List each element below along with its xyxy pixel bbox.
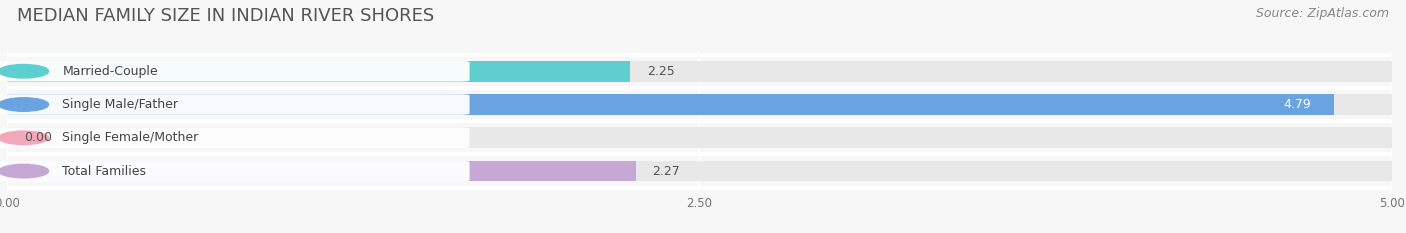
Text: Source: ZipAtlas.com: Source: ZipAtlas.com (1256, 7, 1389, 20)
Bar (7, 61, 1392, 82)
Bar (7, 127, 1392, 148)
Text: Single Female/Mother: Single Female/Mother (62, 131, 198, 144)
FancyBboxPatch shape (0, 94, 470, 115)
Bar (7, 61, 630, 82)
Text: Married-Couple: Married-Couple (62, 65, 157, 78)
FancyBboxPatch shape (0, 61, 470, 82)
Ellipse shape (0, 164, 49, 178)
Bar (7, 94, 1392, 115)
Ellipse shape (0, 98, 49, 111)
Text: 0.00: 0.00 (24, 131, 52, 144)
FancyBboxPatch shape (0, 161, 470, 182)
FancyBboxPatch shape (0, 127, 470, 148)
Text: Single Male/Father: Single Male/Father (62, 98, 179, 111)
Text: Total Families: Total Families (62, 164, 146, 178)
Bar (7, 94, 1334, 115)
Text: 2.25: 2.25 (647, 65, 675, 78)
Bar (7, 161, 636, 182)
Text: 4.79: 4.79 (1284, 98, 1312, 111)
Text: MEDIAN FAMILY SIZE IN INDIAN RIVER SHORES: MEDIAN FAMILY SIZE IN INDIAN RIVER SHORE… (17, 7, 434, 25)
Ellipse shape (0, 131, 49, 144)
Ellipse shape (0, 65, 49, 78)
Text: 2.27: 2.27 (652, 164, 681, 178)
Bar (7, 161, 1392, 182)
